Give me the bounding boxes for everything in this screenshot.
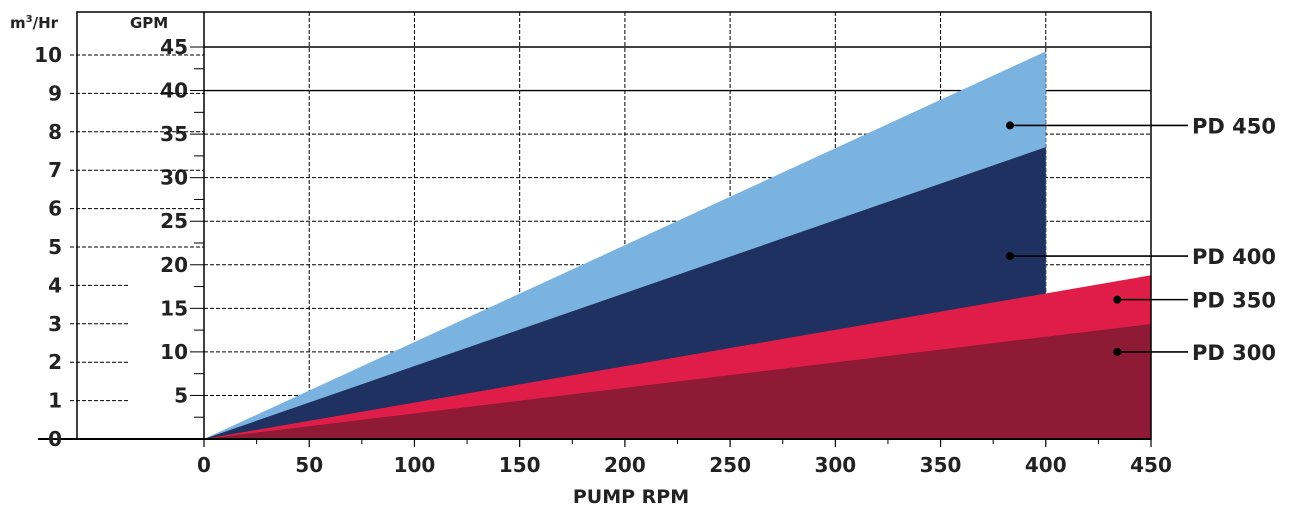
x-axis-title: PUMP RPM bbox=[573, 486, 689, 508]
x-tick-label: 400 bbox=[1025, 453, 1067, 477]
m3-tick-label: 5 bbox=[48, 235, 62, 259]
m3-tick-label: 9 bbox=[48, 81, 62, 105]
x-tick-label: 50 bbox=[295, 453, 323, 477]
series-label-1: PD 450 bbox=[1192, 114, 1276, 138]
gpm-tick-label: 20 bbox=[160, 253, 188, 277]
y-left-axis-label: m3/Hr bbox=[10, 14, 59, 32]
x-tick-label: 100 bbox=[394, 453, 436, 477]
series-marker bbox=[1006, 252, 1015, 261]
gpm-tick-label: 40 bbox=[160, 79, 188, 103]
x-tick-label: 150 bbox=[499, 453, 541, 477]
x-tick-label: 0 bbox=[197, 453, 211, 477]
m3-tick-label: 2 bbox=[48, 350, 62, 374]
series-area-4 bbox=[204, 324, 1151, 439]
gpm-tick-label: 30 bbox=[160, 166, 188, 190]
m3-tick-label: 4 bbox=[48, 273, 62, 297]
m3-tick-label: 7 bbox=[48, 158, 62, 182]
chart-frame bbox=[38, 11, 1152, 440]
m3-tick-label: 3 bbox=[48, 312, 62, 336]
gpm-tick-label: 5 bbox=[174, 383, 188, 407]
m3-tick-label: 10 bbox=[34, 43, 62, 67]
x-tick-label: 250 bbox=[709, 453, 751, 477]
series-leaders: PD 450 PD 400 PD 350 PD 300 bbox=[1006, 114, 1276, 365]
series-label-2: PD 400 bbox=[1192, 245, 1276, 269]
m3-tick-label: 1 bbox=[48, 389, 62, 413]
gpm-tick-label: 10 bbox=[160, 340, 188, 364]
series-marker bbox=[1113, 295, 1122, 304]
x-tick-label: 300 bbox=[814, 453, 856, 477]
series-label-3: PD 350 bbox=[1192, 289, 1276, 313]
series-label-4: PD 300 bbox=[1192, 341, 1276, 365]
gpm-tick-label: 35 bbox=[160, 122, 188, 146]
x-tick-label: 350 bbox=[920, 453, 962, 477]
y-right-axis-label: GPM bbox=[130, 14, 168, 32]
series-marker bbox=[1006, 121, 1015, 130]
gpm-tick-label: 15 bbox=[160, 296, 188, 320]
series-marker bbox=[1113, 347, 1122, 356]
x-tick-label: 200 bbox=[604, 453, 646, 477]
m3-tick-label: 8 bbox=[48, 120, 62, 144]
gpm-tick-label: 25 bbox=[160, 209, 188, 233]
m3-tick-label: 6 bbox=[48, 197, 62, 221]
x-tick-label: 450 bbox=[1130, 453, 1172, 477]
m3-tick-label: 0 bbox=[48, 427, 62, 451]
series-areas bbox=[204, 51, 1151, 439]
